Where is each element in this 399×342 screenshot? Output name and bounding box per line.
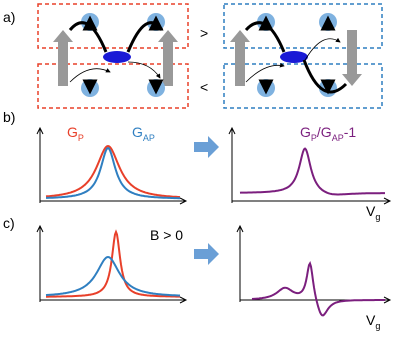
axis-head (36, 224, 44, 233)
panel-label: b) (3, 109, 15, 125)
x-label: Vg (366, 203, 380, 222)
gray-arrow (230, 30, 250, 86)
axis-head (36, 126, 44, 135)
symbol: -1 (344, 124, 357, 140)
plots (36, 126, 392, 317)
panel-label: c) (3, 215, 15, 231)
subscript: g (375, 321, 380, 331)
hop (303, 37, 341, 63)
axis-head (236, 224, 244, 233)
transition-arrow (194, 136, 219, 158)
ratio-label: GP/GAP-1 (300, 124, 356, 143)
dashed-box (37, 3, 189, 49)
hop (126, 21, 164, 53)
subscript: P (78, 133, 84, 143)
hop (68, 21, 108, 53)
dashed-box (223, 63, 383, 109)
hop (127, 61, 161, 79)
x-label: Vg (366, 312, 380, 331)
curve-gap (46, 146, 180, 200)
field-label: B > 0 (150, 227, 183, 243)
relation: > (200, 25, 208, 41)
dashed-box (223, 3, 383, 49)
gray-arrow (53, 30, 73, 86)
legend-gap: GAP (132, 124, 155, 143)
hop (245, 62, 285, 83)
symbol: G (132, 124, 143, 140)
symbol: V (366, 312, 376, 328)
hop (69, 68, 111, 83)
axis-head (179, 296, 188, 304)
dashed-box (37, 63, 189, 109)
dot (103, 51, 131, 63)
relation: < (200, 79, 208, 95)
axis-head (383, 296, 392, 304)
symbol: /G (317, 124, 332, 140)
symbol: G (300, 124, 311, 140)
symbol: V (366, 203, 376, 219)
subscript: AP (332, 133, 344, 143)
hop (302, 59, 348, 94)
subscript: P (311, 133, 317, 143)
curve-ratio (239, 147, 385, 196)
symbol: G (67, 124, 78, 140)
curve-gp (45, 144, 181, 199)
panel-label: a) (3, 9, 15, 25)
curve-gap (45, 255, 180, 297)
gray-arrow (158, 30, 178, 86)
legend-gp: GP (67, 124, 84, 143)
schematic (53, 13, 362, 97)
axis-head (179, 197, 188, 205)
dot (280, 51, 308, 63)
hop (244, 21, 286, 53)
axis-head (228, 126, 236, 135)
curve-gp (46, 229, 180, 298)
transition-arrow (194, 243, 219, 265)
axis-head (383, 197, 392, 205)
subscript: g (375, 212, 380, 222)
curve-ratio (251, 260, 385, 317)
subscript: AP (143, 133, 155, 143)
gray-arrow (342, 30, 362, 86)
